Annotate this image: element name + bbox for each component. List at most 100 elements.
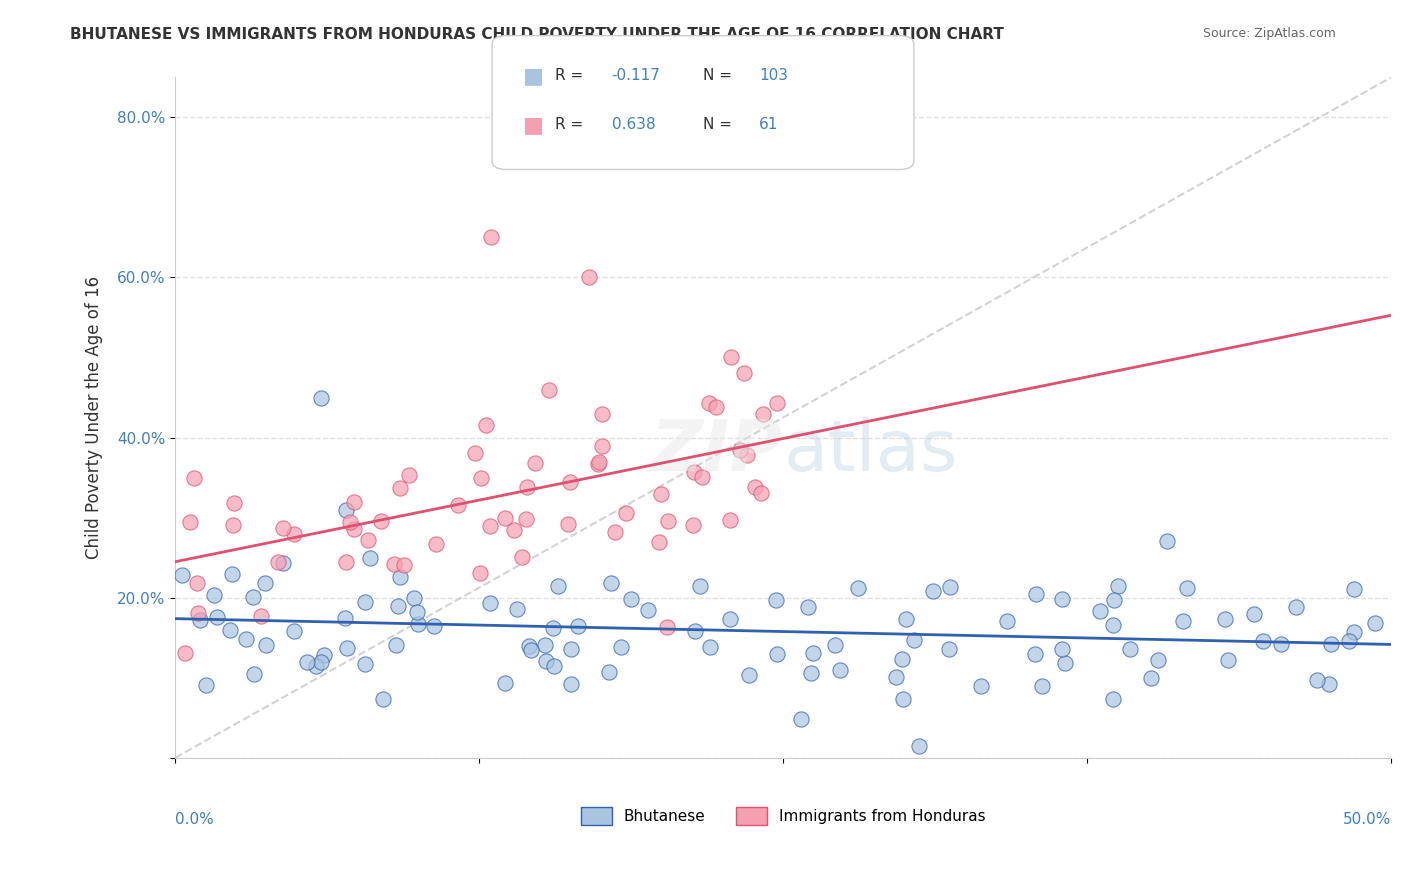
Point: [598, 665, 620, 679]
Point: [828, 664, 851, 678]
Point: [846, 581, 869, 595]
Point: [305, 659, 328, 673]
Point: [357, 533, 380, 547]
Point: [312, 648, 335, 662]
Point: [354, 595, 377, 609]
Text: 61: 61: [759, 118, 779, 132]
Point: [1320, 637, 1343, 651]
Point: [1171, 614, 1194, 628]
Point: [1119, 641, 1142, 656]
Text: R =: R =: [555, 69, 589, 83]
Point: [519, 643, 541, 657]
Point: [195, 678, 218, 692]
Point: [235, 632, 257, 647]
Point: [1243, 607, 1265, 622]
Point: [560, 642, 582, 657]
Point: [1317, 677, 1340, 691]
Point: [406, 605, 429, 619]
Point: [1285, 600, 1308, 615]
Point: [336, 640, 359, 655]
Point: [425, 537, 447, 551]
Point: [219, 623, 242, 637]
Text: ■: ■: [523, 66, 544, 86]
Point: [657, 620, 679, 634]
Point: [389, 570, 412, 584]
Point: [243, 666, 266, 681]
Text: ZIP: ZIP: [651, 417, 783, 486]
Point: [382, 557, 405, 571]
Point: [1107, 579, 1129, 593]
Point: [221, 518, 243, 533]
Point: [470, 471, 492, 485]
Point: [683, 624, 706, 638]
Point: [1139, 671, 1161, 685]
Point: [242, 590, 264, 604]
Point: [682, 517, 704, 532]
Point: [470, 566, 492, 580]
Point: [557, 516, 579, 531]
Point: [389, 481, 412, 495]
Point: [766, 648, 789, 662]
Point: [370, 514, 392, 528]
Point: [765, 592, 787, 607]
Point: [699, 640, 721, 654]
Point: [891, 692, 914, 706]
Point: [183, 471, 205, 485]
Point: [516, 479, 538, 493]
Text: 103: 103: [759, 69, 789, 83]
Point: [478, 596, 501, 610]
Point: [283, 526, 305, 541]
Point: [481, 230, 503, 244]
Point: [311, 391, 333, 405]
Point: [657, 514, 679, 528]
Point: [271, 521, 294, 535]
Point: [720, 351, 742, 365]
Point: [733, 366, 755, 380]
Point: [254, 638, 277, 652]
Point: [267, 555, 290, 569]
Point: [515, 512, 537, 526]
Point: [1306, 673, 1329, 687]
Point: [283, 624, 305, 639]
Text: BHUTANESE VS IMMIGRANTS FROM HONDURAS CHILD POVERTY UNDER THE AGE OF 16 CORRELAT: BHUTANESE VS IMMIGRANTS FROM HONDURAS CH…: [70, 27, 1004, 42]
Point: [339, 515, 361, 529]
Point: [506, 602, 529, 616]
Point: [995, 615, 1018, 629]
Point: [1101, 617, 1123, 632]
Point: [752, 407, 775, 421]
Point: [1270, 637, 1292, 651]
Point: [1102, 593, 1125, 607]
Point: [271, 556, 294, 570]
Point: [970, 679, 993, 693]
Point: [392, 558, 415, 572]
Point: [1102, 692, 1125, 706]
Point: [591, 407, 613, 421]
Point: [221, 567, 243, 582]
Point: [939, 580, 962, 594]
Point: [894, 612, 917, 626]
Point: [683, 466, 706, 480]
Point: [534, 638, 557, 652]
Point: [1213, 611, 1236, 625]
Point: [578, 270, 600, 285]
Point: [560, 475, 582, 490]
Point: [720, 513, 742, 527]
Point: [591, 439, 613, 453]
Text: Source: ZipAtlas.com: Source: ZipAtlas.com: [1202, 27, 1336, 40]
Point: [689, 578, 711, 592]
Point: [567, 619, 589, 633]
Point: [202, 588, 225, 602]
Point: [354, 657, 377, 671]
Point: [1364, 615, 1386, 630]
Point: [610, 640, 633, 654]
Point: [1052, 592, 1074, 607]
Point: [796, 599, 818, 614]
Point: [447, 498, 470, 512]
Point: [704, 400, 727, 414]
Point: [560, 676, 582, 690]
Point: [547, 579, 569, 593]
Point: [385, 638, 408, 652]
Point: [543, 621, 565, 635]
Point: [1343, 582, 1365, 596]
Point: [738, 668, 761, 682]
